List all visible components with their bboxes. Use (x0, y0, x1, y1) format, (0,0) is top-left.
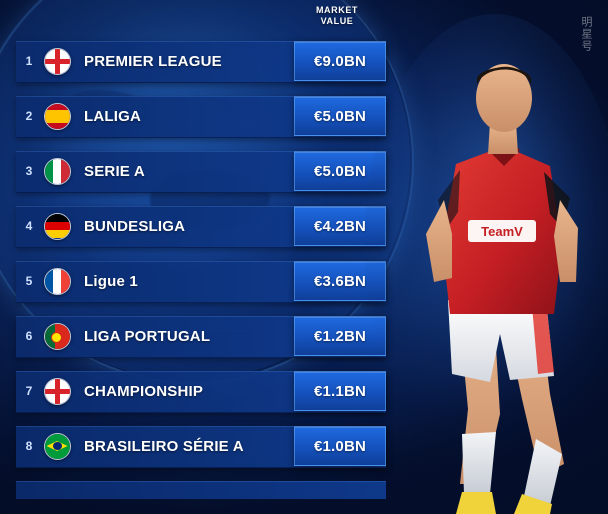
row-background (16, 481, 386, 499)
market-value-chip: €1.2BN (294, 316, 386, 356)
table-row[interactable]: 2 LALIGA €5.0BN (16, 96, 386, 138)
league-name: PREMIER LEAGUE (84, 52, 222, 70)
flag-icon (42, 47, 72, 75)
table-row-partial[interactable] (16, 481, 386, 499)
flag-icon (42, 102, 72, 130)
row-rank: 4 (25, 219, 33, 233)
market-value-chip-bg (294, 426, 386, 466)
flag-icon (42, 157, 72, 185)
market-value-text: €1.1BN (313, 382, 367, 400)
market-value-chip: €1.0BN (294, 426, 386, 466)
row-rank: 2 (25, 109, 33, 123)
flag-icon (42, 267, 72, 295)
market-value-chip-bg (294, 316, 386, 356)
row-rank: 1 (25, 54, 33, 68)
row-rank: 8 (25, 439, 33, 453)
flag-icon (42, 212, 72, 240)
league-name: Ligue 1 (84, 272, 138, 290)
row-rank: 6 (25, 329, 33, 343)
row-rank: 5 (25, 274, 33, 288)
league-name: SERIE A (84, 162, 145, 180)
league-name: CHAMPIONSHIP (84, 382, 204, 400)
table-row[interactable]: 8 BRASILEIRO SÉRIE A €1.0BN (16, 426, 386, 468)
market-value-chip-bg (294, 96, 386, 136)
table-row[interactable]: 6 LIGA PORTUGAL €1.2BN (16, 316, 386, 358)
watermark-text: 明星号 (580, 16, 592, 52)
table-row[interactable]: 1 PREMIER LEAGUE €9.0BN (16, 41, 386, 83)
table-row[interactable]: 3 SERIE A €5.0BN (16, 151, 386, 193)
table-row[interactable]: 4 BUNDESLIGA €4.2BN (16, 206, 386, 248)
market-value-chip: €9.0BN (294, 41, 386, 81)
svg-text:TeamV: TeamV (481, 224, 523, 239)
league-name: BUNDESLIGA (84, 217, 186, 235)
market-value-chip-bg (294, 371, 386, 411)
flag-icon (42, 322, 72, 350)
league-name: LALIGA (84, 107, 142, 125)
market-value-chip: €1.1BN (294, 371, 386, 411)
market-value-header-line2: VALUE (320, 16, 354, 26)
market-value-chip: €5.0BN (294, 96, 386, 136)
market-value-text: €5.0BN (313, 162, 367, 180)
market-value-text: €9.0BN (313, 52, 367, 70)
flag-icon (42, 432, 72, 460)
table-row[interactable]: 7 CHAMPIONSHIP €1.1BN (16, 371, 386, 413)
market-value-text: €1.0BN (313, 437, 367, 455)
row-rank: 7 (25, 384, 33, 398)
market-value-header-line1: MARKET (315, 5, 359, 15)
flag-icon (42, 377, 72, 405)
market-value-text: €3.6BN (313, 272, 367, 290)
market-value-header: MARKET VALUE (297, 5, 377, 27)
market-value-text: €4.2BN (313, 217, 367, 235)
league-table: 1 PREMIER LEAGUE €9.0BN 2 LALIGA €5.0BN 3 SERIE… (16, 41, 386, 499)
league-name: LIGA PORTUGAL (84, 327, 211, 345)
market-value-text: €5.0BN (313, 107, 367, 125)
league-name: BRASILEIRO SÉRIE A (84, 437, 244, 455)
market-value-text: €1.2BN (313, 327, 367, 345)
market-value-chip-bg (294, 41, 386, 81)
player-photo: TeamV (364, 14, 608, 514)
row-rank: 3 (25, 164, 33, 178)
table-row[interactable]: 5 Ligue 1 €3.6BN (16, 261, 386, 303)
